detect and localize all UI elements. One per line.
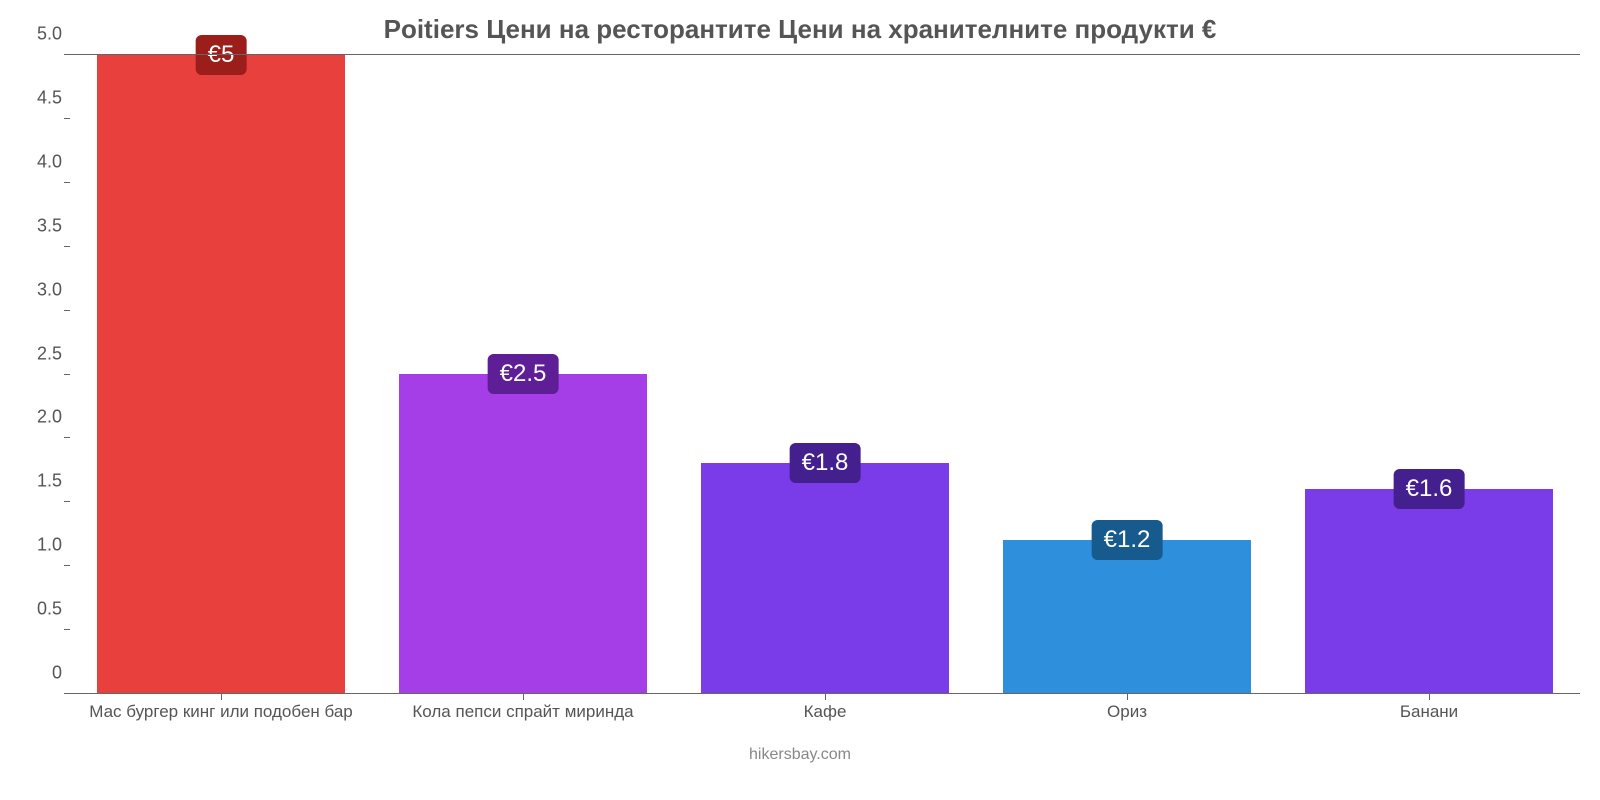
bar [701, 463, 949, 693]
x-axis-label-text: Банани [1400, 702, 1458, 721]
x-tick-mark [221, 694, 222, 700]
x-axis-label: Мас бургер кинг или подобен бар [70, 694, 372, 746]
x-tick-mark [1127, 694, 1128, 700]
y-tick-label: 2.0 [37, 407, 62, 428]
x-axis-label-text: Мас бургер кинг или подобен бар [89, 702, 353, 721]
bar-slot: €1.6 [1278, 55, 1580, 693]
y-tick-label: 1.0 [37, 535, 62, 556]
x-axis-label-text: Ориз [1107, 702, 1147, 721]
value-badge: €1.8 [790, 443, 861, 483]
chart-title: Poitiers Цени на ресторантите Цени на хр… [20, 8, 1580, 55]
x-axis-label: Кола пепси спрайт миринда [372, 694, 674, 746]
y-tick-label: 2.5 [37, 343, 62, 364]
x-tick-mark [1429, 694, 1430, 700]
value-badge: €5 [196, 35, 247, 75]
chart-footer: hikersbay.com [20, 746, 1580, 770]
bar [97, 55, 345, 693]
y-tick-label: 4.5 [37, 87, 62, 108]
y-tick-label: 4.0 [37, 151, 62, 172]
bar [1305, 489, 1553, 693]
x-tick-mark [523, 694, 524, 700]
value-badge: €2.5 [488, 354, 559, 394]
plot-area: €5 €2.5 €1.8 €1.2 €1.6 [70, 55, 1580, 694]
y-tick-label: 3.5 [37, 215, 62, 236]
x-axis-label: Кафе [674, 694, 976, 746]
x-tick-mark [825, 694, 826, 700]
bar-slot: €1.8 [674, 55, 976, 693]
bars-container: €5 €2.5 €1.8 €1.2 €1.6 [70, 55, 1580, 693]
bar [399, 374, 647, 693]
bar-slot: €5 [70, 55, 372, 693]
plot-region: 00.51.01.52.02.53.03.54.04.55.0 €5€2.5€1… [20, 55, 1580, 694]
x-axis-label-text: Кола пепси спрайт миринда [412, 702, 633, 721]
value-badge: €1.6 [1394, 469, 1465, 509]
x-axis-label-text: Кафе [804, 702, 847, 721]
x-axis-label: Банани [1278, 694, 1580, 746]
y-axis: 00.51.01.52.02.53.03.54.04.55.0 [20, 55, 70, 694]
x-axis-label: Ориз [976, 694, 1278, 746]
grid-line [70, 54, 1580, 55]
y-tick-label: 1.5 [37, 471, 62, 492]
bar [1003, 540, 1251, 693]
y-tick-label: 5.0 [37, 24, 62, 45]
x-axis: Мас бургер кинг или подобен бар Кола пепс… [70, 694, 1580, 746]
bar-slot: €1.2 [976, 55, 1278, 693]
value-badge: €1.2 [1092, 520, 1163, 560]
bar-slot: €2.5 [372, 55, 674, 693]
y-tick-label: 3.0 [37, 279, 62, 300]
y-tick-label: 0.5 [37, 599, 62, 620]
price-bar-chart: Poitiers Цени на ресторантите Цени на хр… [0, 0, 1600, 800]
y-tick-label: 0 [52, 663, 62, 684]
